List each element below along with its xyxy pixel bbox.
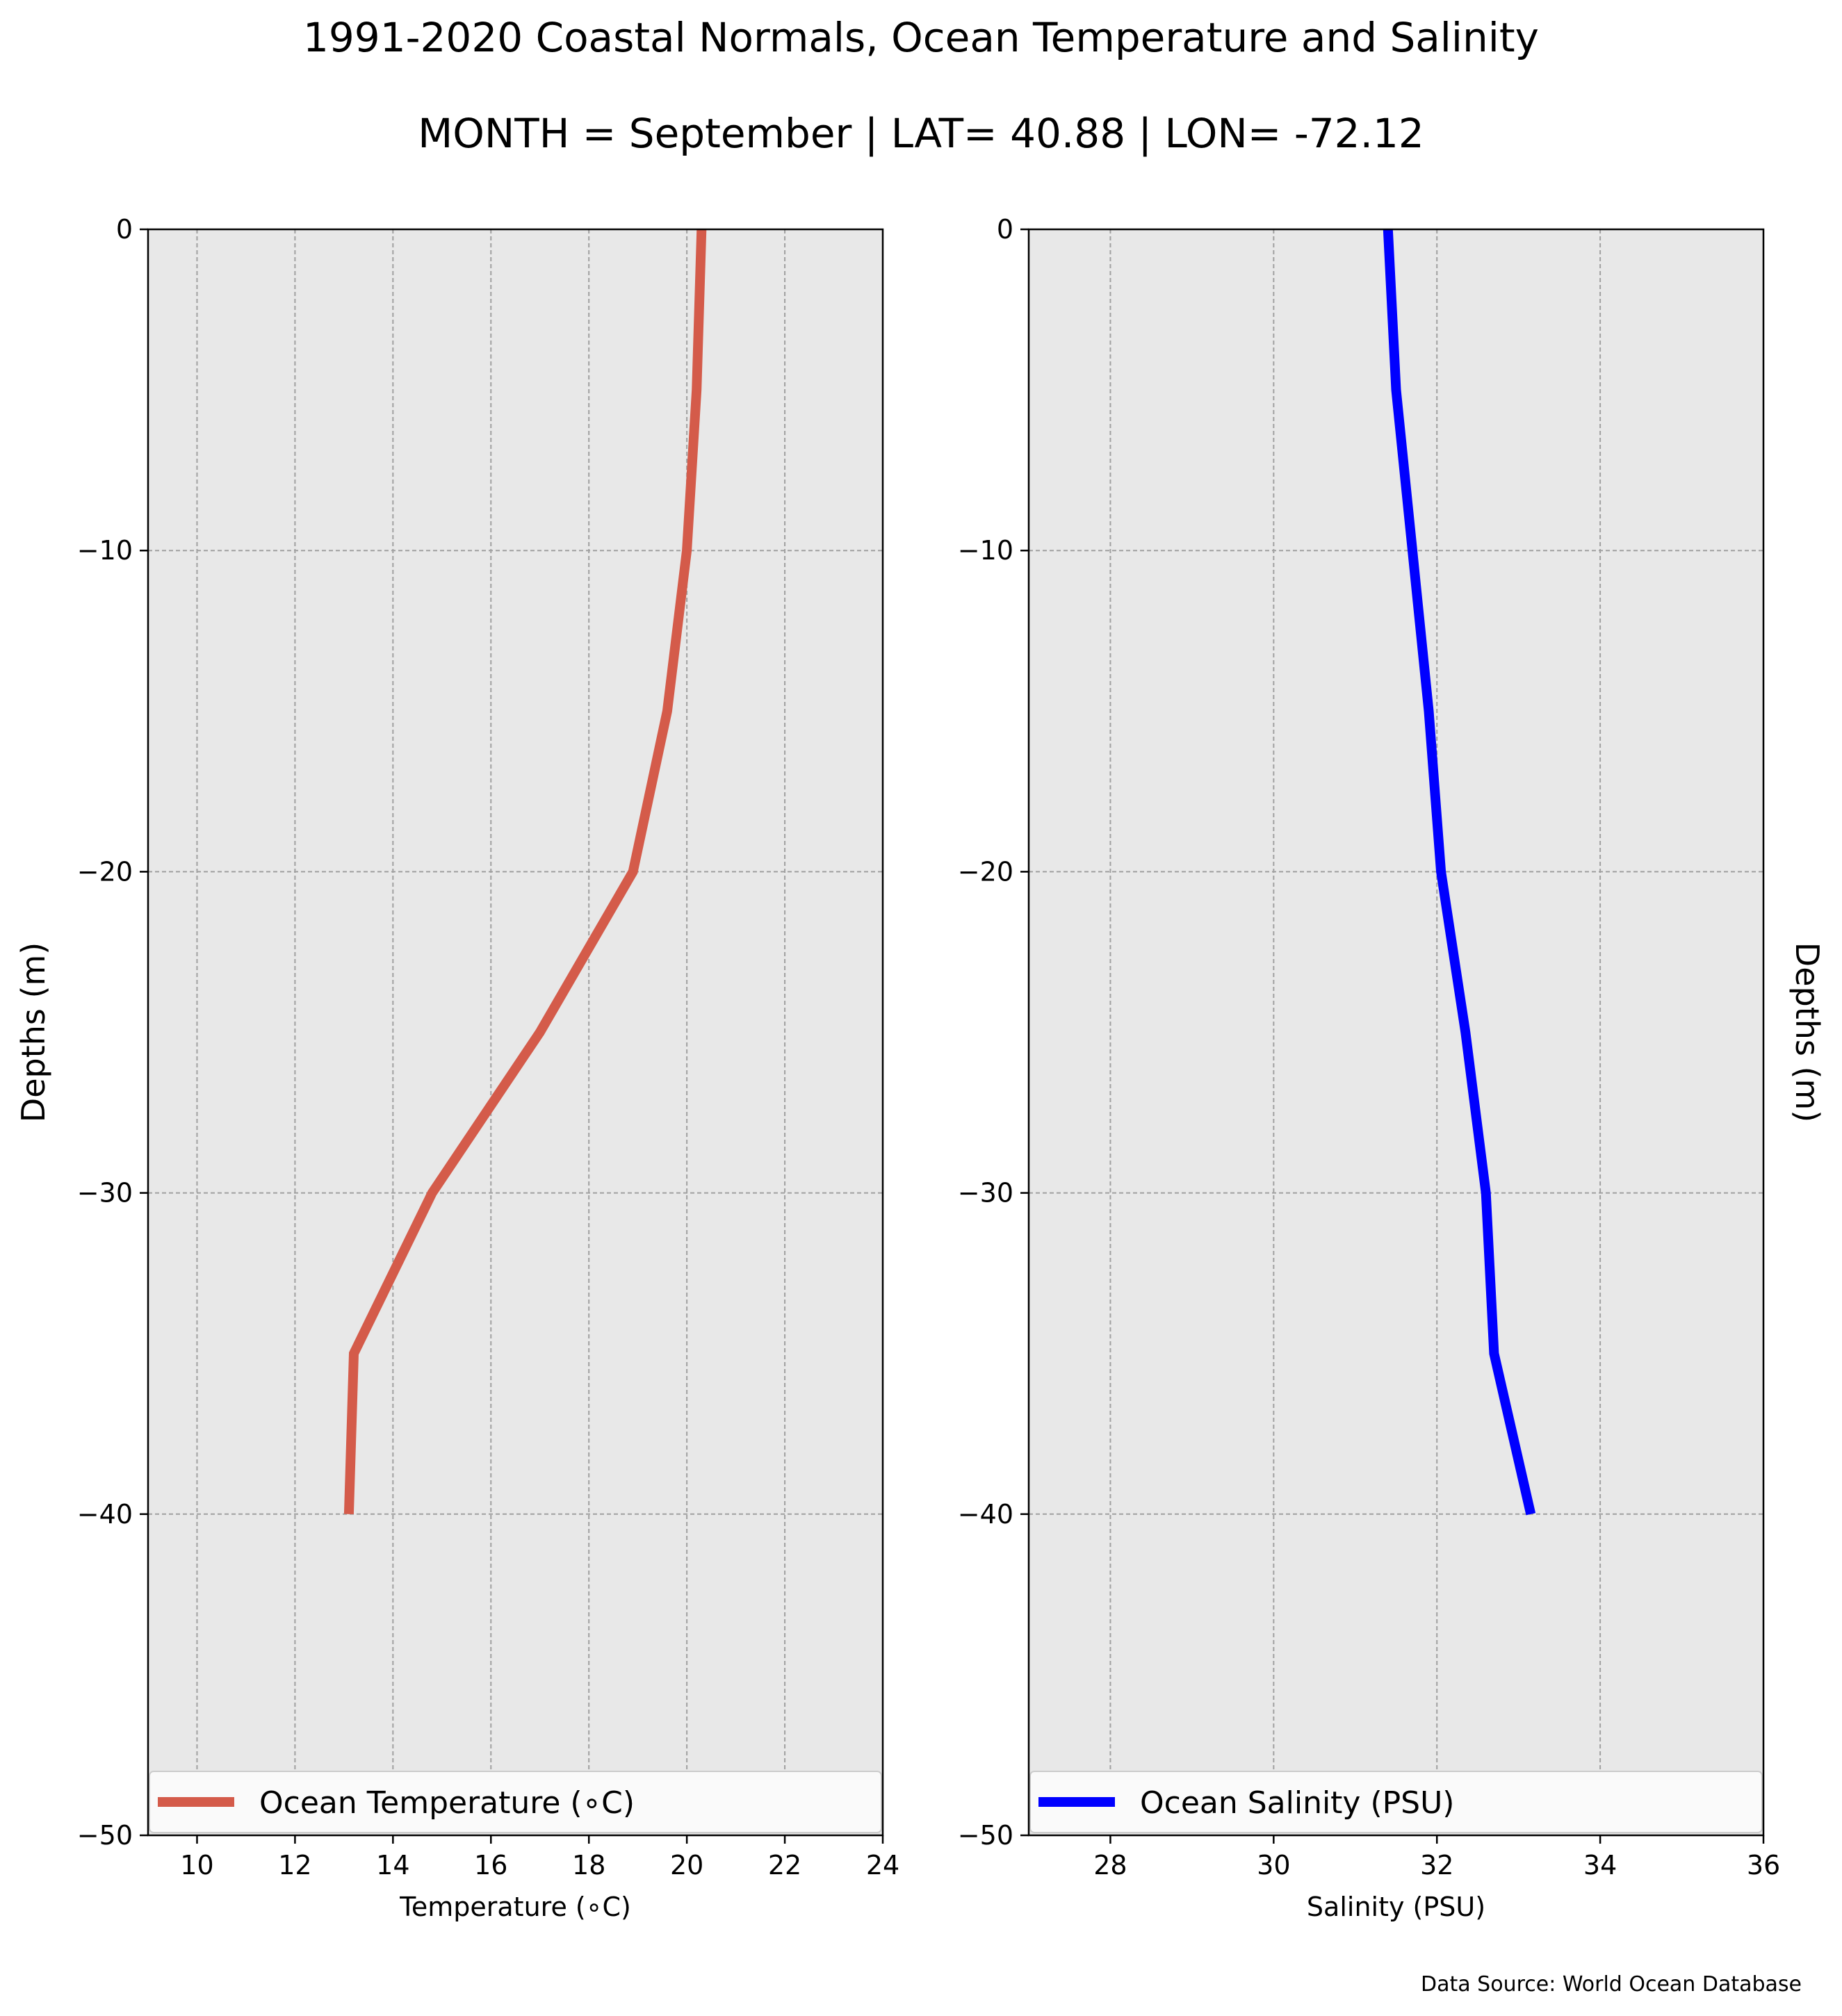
x-tick-label: 22	[768, 1850, 801, 1880]
axes-frame	[1027, 228, 1765, 1837]
series-line	[1383, 229, 1536, 1516]
x-tick-label: 36	[1747, 1850, 1780, 1880]
legend-label: Ocean Salinity (PSU)	[1140, 1785, 1454, 1821]
chart-subtitle: MONTH = September | LAT= 40.88 | LON= -7…	[418, 110, 1424, 157]
y-tick-label: −30	[77, 1178, 133, 1208]
y-tick-label: −40	[958, 1499, 1013, 1530]
data-source-note: Data Source: World Ocean Database	[1421, 1972, 1802, 1997]
plot-area	[148, 229, 883, 1835]
x-tick-label: 12	[278, 1850, 311, 1880]
y-tick-label: 0	[997, 214, 1013, 245]
x-tick-label: 20	[670, 1850, 703, 1880]
x-tick-label: 18	[572, 1850, 605, 1880]
series-line	[343, 229, 707, 1515]
chart-panel-1: Ocean Temperature (∘C) 10 12 14 16 18 20 22 24 0 −…	[15, 214, 899, 1922]
y-tick-label: 0	[116, 214, 133, 245]
legend-box	[1029, 1771, 1763, 1833]
x-tick-label: 24	[866, 1850, 899, 1880]
y-tick-label: −50	[958, 1820, 1013, 1851]
y-tick-label: −20	[77, 856, 133, 887]
y-tick-label: −40	[77, 1499, 133, 1530]
legend-label: Ocean Temperature (∘C)	[259, 1785, 635, 1821]
y-tick-label: −10	[77, 535, 133, 566]
plot-area	[1029, 229, 1763, 1835]
x-tick-label: 32	[1420, 1850, 1453, 1880]
x-tick-label: 14	[376, 1850, 409, 1880]
chart-title: 1991-2020 Coastal Normals, Ocean Tempera…	[303, 14, 1539, 61]
x-tick-label: 34	[1583, 1850, 1617, 1880]
x-axis-label: Salinity (PSU)	[1307, 1892, 1485, 1922]
x-tick-label: 30	[1257, 1850, 1290, 1880]
y-tick-label: −30	[958, 1178, 1013, 1208]
x-tick-label: 16	[474, 1850, 507, 1880]
x-tick-label: 28	[1093, 1850, 1127, 1880]
y-axis-label: Depths (m)	[15, 942, 52, 1122]
x-tick-label: 10	[180, 1850, 213, 1880]
y-tick-label: −50	[77, 1820, 133, 1851]
legend-box	[149, 1771, 882, 1833]
x-axis-label: Temperature (∘C)	[399, 1892, 631, 1922]
axes-frame	[147, 228, 884, 1837]
chart-panel-2: Ocean Salinity (PSU) 28 30 32 34 36 0 −10 −20 −30…	[958, 214, 1826, 1922]
y-tick-label: −10	[958, 535, 1013, 566]
y-axis-label: Depths (m)	[1788, 942, 1826, 1122]
y-tick-label: −20	[958, 856, 1013, 887]
